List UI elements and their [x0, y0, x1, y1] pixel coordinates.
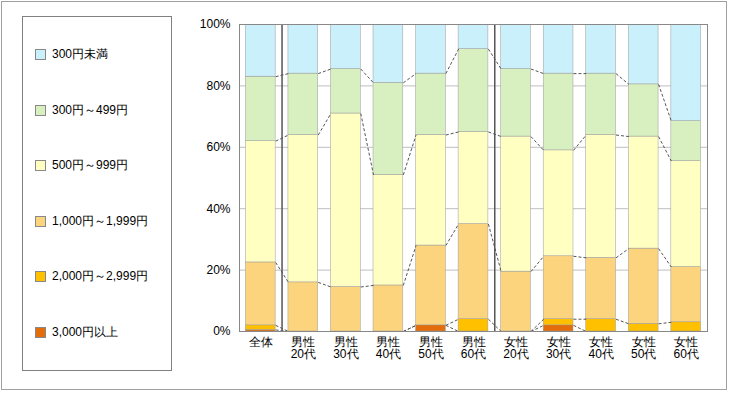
svg-text:100%: 100%	[200, 17, 231, 31]
svg-text:男性20代: 男性20代	[291, 335, 316, 361]
svg-text:女性30代: 女性30代	[546, 335, 571, 361]
svg-text:全体: 全体	[249, 335, 273, 349]
svg-text:女性60代: 女性60代	[674, 335, 699, 361]
svg-text:男性30代: 男性30代	[333, 335, 358, 361]
svg-text:80%: 80%	[206, 79, 230, 93]
html-text:3,000円以上: 3,000円以上	[52, 324, 118, 339]
html-text:500円～999円: 500円～999円	[52, 158, 128, 173]
html-text:300円～499円: 300円～499円	[52, 102, 128, 117]
svg-text:男性50代: 男性50代	[418, 335, 443, 361]
html-text:1,000円～1,999円: 1,000円～1,999円	[52, 213, 149, 228]
svg-text:男性40代: 男性40代	[376, 335, 401, 361]
svg-text:40%: 40%	[206, 202, 230, 216]
svg-text:女性40代: 女性40代	[588, 335, 613, 361]
html-text:2,000円～2,999円: 2,000円～2,999円	[52, 269, 149, 284]
svg-text:女性50代: 女性50代	[631, 335, 656, 361]
svg-text:男性60代: 男性60代	[461, 335, 486, 361]
svg-text:0%: 0%	[213, 324, 231, 338]
html-text:300円未満: 300円未満	[52, 47, 108, 62]
svg-text:女性20代: 女性20代	[503, 335, 528, 361]
svg-text:60%: 60%	[206, 140, 230, 154]
svg-text:20%: 20%	[206, 263, 230, 277]
